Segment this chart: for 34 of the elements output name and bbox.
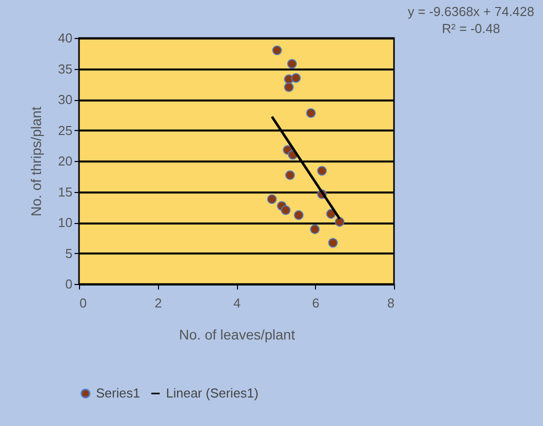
y-tick-label: 25: [58, 122, 72, 138]
legend-label: Linear (Series1): [166, 386, 258, 400]
x-tick-label: 8: [387, 296, 394, 310]
point: [272, 45, 282, 56]
y-tick-label: 0: [65, 276, 72, 292]
text: R² = -0.48: [442, 21, 500, 36]
x-tick-label: 0: [80, 296, 87, 310]
text: y = -9.6368x + 74.428: [408, 4, 534, 19]
y-tick-label: 5: [65, 246, 72, 261]
y-tick-label: 15: [58, 184, 72, 200]
x-tick-label: 4: [233, 296, 241, 310]
point: [280, 205, 291, 216]
point: [291, 73, 301, 83]
y-tick-label: 35: [58, 61, 72, 76]
x-axis-title: No. of leaves/plant: [179, 326, 296, 342]
x-tick-label: 2: [154, 296, 162, 310]
point: [326, 209, 336, 219]
y-tick-label: 40: [58, 30, 72, 46]
point: [285, 170, 295, 180]
point: [310, 224, 320, 234]
point: [306, 108, 316, 118]
point: [267, 194, 277, 204]
point: [334, 217, 344, 227]
point: [317, 166, 327, 176]
point: [287, 59, 297, 69]
point: [328, 238, 338, 248]
point: [294, 210, 304, 220]
y-tick-label: 10: [58, 215, 72, 230]
y-tick-label: 20: [58, 154, 72, 168]
point: [284, 82, 294, 92]
y-axis-title: No. of thrips/plant: [28, 106, 44, 216]
x-tick-label: 6: [312, 296, 320, 310]
y-tick-label: 30: [58, 92, 72, 107]
legend-label: Series1: [96, 386, 140, 400]
